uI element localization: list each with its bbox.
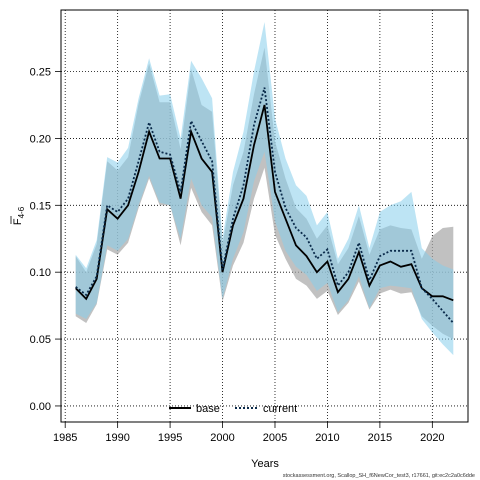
y-axis: 0.00 0.05 0.10 0.15 0.20 0.25 xyxy=(30,67,61,413)
y-tick-label: 0.10 xyxy=(30,267,51,279)
y-axis-title-sub: 4-6 xyxy=(17,206,26,218)
x-tick-label: 1990 xyxy=(105,432,129,444)
confidence-bands xyxy=(75,22,454,356)
svg-text:F4-6: F4-6 xyxy=(12,206,26,225)
legend: base current xyxy=(169,403,297,415)
y-tick-label: 0.25 xyxy=(30,67,51,79)
x-tick-label: 2020 xyxy=(420,432,444,444)
plot-frame xyxy=(60,9,469,423)
x-tick-label: 2015 xyxy=(368,432,392,444)
y-tick-label: 0.05 xyxy=(30,334,51,346)
footer-note: stockassessment.org, Scallop_SH_f6NewCor… xyxy=(283,473,475,479)
series-line-current xyxy=(75,87,454,324)
x-tick-label: 2005 xyxy=(263,432,287,444)
band-current xyxy=(75,22,454,356)
y-tick-label: 0.15 xyxy=(30,200,51,212)
x-axis: 1985 1990 1995 2000 2005 2010 2015 2020 xyxy=(53,422,445,444)
legend-label-base: base xyxy=(196,403,220,415)
x-tick-label: 2010 xyxy=(315,432,339,444)
y-axis-title-main: F xyxy=(12,218,24,225)
series-lines xyxy=(75,87,454,324)
y-tick-label: 0.20 xyxy=(30,133,51,145)
series-line-base xyxy=(75,104,454,302)
y-axis-title: F4-6 xyxy=(12,206,26,225)
y-tick-label: 0.00 xyxy=(30,401,51,413)
x-tick-label: 1995 xyxy=(158,432,182,444)
x-tick-label: 2000 xyxy=(210,432,234,444)
legend-label-current: current xyxy=(263,403,297,415)
x-axis-title: Years xyxy=(251,458,279,470)
x-tick-label: 1985 xyxy=(53,432,77,444)
